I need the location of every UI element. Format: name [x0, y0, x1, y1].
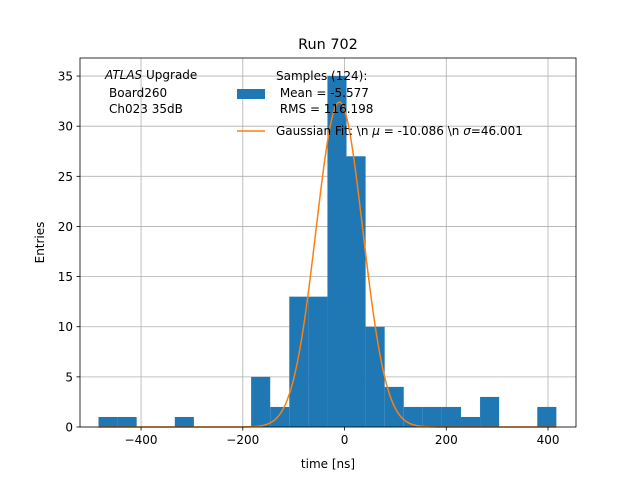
y-tick-label: 25	[58, 170, 73, 184]
x-axis-label: time [ns]	[301, 457, 355, 471]
histogram-bar	[422, 406, 442, 427]
x-tick-label: −200	[226, 433, 259, 447]
legend-histogram-swatch	[237, 89, 265, 99]
histogram-bar	[365, 326, 385, 427]
y-axis-label: Entries	[33, 222, 47, 264]
atlas-label: ATLAS Upgrade	[104, 68, 197, 82]
legend-histogram-line-1: Samples (124):	[276, 69, 367, 83]
histogram-bar	[480, 396, 500, 427]
y-tick-label: 10	[58, 320, 73, 334]
x-tick-label: 0	[341, 433, 349, 447]
histogram-bar	[403, 406, 423, 427]
x-axis-ticks: −400 −200 0 200 400	[125, 427, 560, 447]
histogram-bar	[346, 156, 366, 428]
legend-fit-label: Gaussian Fit: \n μ = -10.086 \n σ=46.001	[276, 124, 523, 138]
axes-frame	[79, 57, 577, 428]
legend: Samples (124): Mean = -5.577 RMS = 116.1…	[237, 69, 523, 138]
y-tick-label: 35	[58, 70, 73, 84]
histogram-bar	[308, 296, 328, 427]
histogram-bar	[327, 76, 347, 427]
chart-title: Run 702	[298, 37, 358, 53]
histogram-bar	[441, 406, 461, 427]
x-tick-label: −400	[125, 433, 158, 447]
atlas-annotation: ATLAS Upgrade Board260 Ch023 35dB	[104, 68, 197, 116]
histogram-bars	[98, 76, 557, 428]
y-tick-label: 20	[58, 220, 73, 234]
channel-label: Ch023 35dB	[109, 102, 183, 116]
y-tick-label: 15	[58, 270, 73, 284]
histogram-bar	[117, 416, 137, 427]
histogram-bar	[460, 416, 481, 427]
histogram-bar	[174, 416, 194, 427]
histogram-bar	[270, 406, 290, 427]
y-axis-ticks: 0 5 10 15 20 25 30 35	[58, 70, 80, 435]
x-tick-label: 400	[537, 433, 560, 447]
y-tick-label: 0	[65, 421, 73, 435]
board-label: Board260	[109, 86, 167, 100]
histogram-bar	[98, 416, 118, 427]
legend-histogram-line-3: RMS = 116.198	[276, 102, 373, 116]
y-tick-label: 5	[65, 370, 73, 384]
legend-histogram-line-2: Mean = -5.577	[276, 86, 369, 100]
histogram-bar	[537, 406, 557, 427]
y-tick-label: 30	[58, 120, 73, 134]
histogram-bar	[251, 376, 271, 427]
x-tick-label: 200	[435, 433, 458, 447]
